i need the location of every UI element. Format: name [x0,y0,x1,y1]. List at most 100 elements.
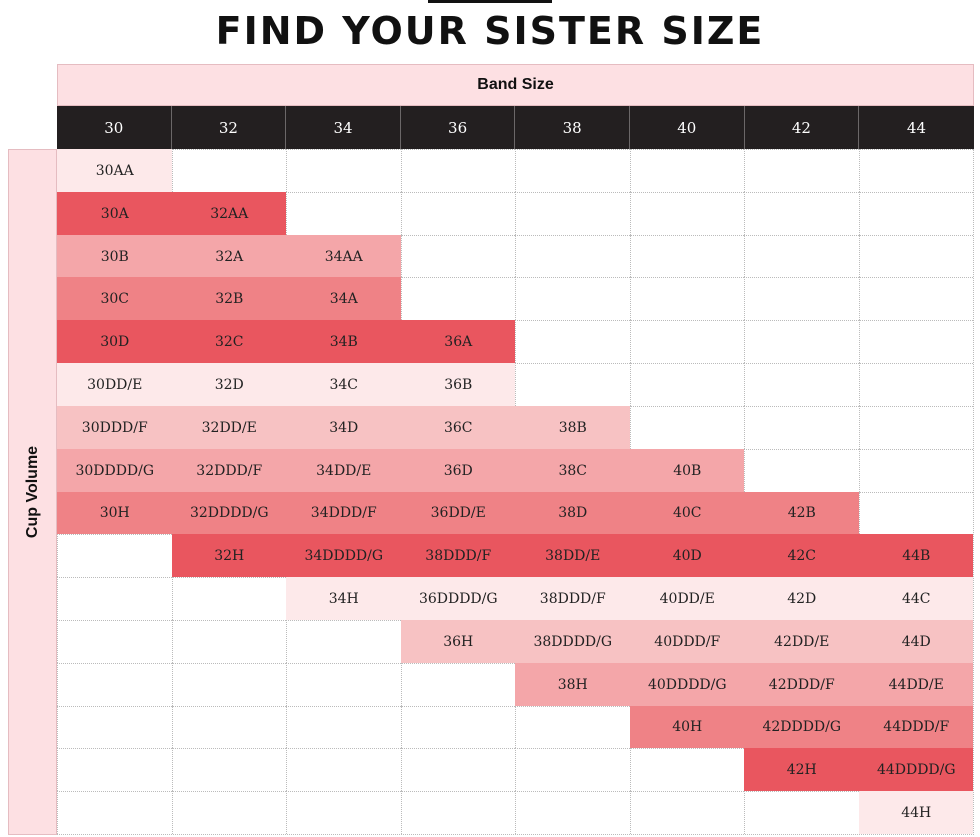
size-cell: 44DD/E [858,662,973,706]
empty-cell [515,748,630,792]
empty-cell [858,491,973,535]
empty-cell [858,405,973,449]
size-cell: 42DD/E [744,619,859,663]
empty-cell [57,534,172,578]
size-cell: 38H [515,662,630,706]
size-cell: 32AA [171,191,286,235]
band-size-30: 30 [57,106,172,149]
size-cell: 30DD/E [57,363,172,406]
empty-cell [57,662,172,706]
size-cell: 34B [286,320,401,364]
empty-cell [858,191,973,235]
size-cell: 32DDDD/G [171,491,286,535]
empty-cell [171,577,286,620]
size-cell: 34C [286,363,401,406]
empty-cell [171,662,286,706]
size-cell: 32H [171,534,286,578]
empty-cell [171,791,286,834]
size-cell: 38C [515,448,630,492]
size-cell: 34AA [286,234,401,278]
size-cell: 34A [286,277,401,321]
size-cell: 36C [400,405,515,449]
empty-cell [744,363,859,406]
size-cell: 44C [858,577,973,620]
band-size-34: 34 [286,106,401,149]
empty-cell [629,191,744,235]
size-cell: 38DD/E [515,534,630,578]
empty-cell [515,363,630,406]
size-cell: 32A [171,234,286,278]
empty-cell [400,748,515,792]
empty-cell [744,791,859,834]
empty-cell [629,363,744,406]
size-cell: 40H [629,705,744,749]
title-rule [428,0,552,3]
empty-cell [744,277,859,321]
size-cell: 38B [515,405,630,449]
sister-size-grid: 30AA 30A 32AA 30B 32A 34AA 30C 32B 34A 30D 32C 34B 3… [57,149,974,835]
size-cell: 30DDD/F [57,405,172,449]
size-cell: 40D [629,534,744,578]
empty-cell [744,448,859,492]
size-cell: 36D [400,448,515,492]
size-cell: 38DDD/F [515,577,630,620]
size-cell: 38D [515,491,630,535]
size-cell: 42B [744,491,859,535]
empty-cell [171,149,286,192]
cup-volume-header: Cup Volume [8,149,57,835]
empty-cell [629,748,744,792]
empty-cell [744,320,859,364]
size-cell: 34DD/E [286,448,401,492]
empty-cell [400,705,515,749]
size-cell: 34H [286,577,401,620]
empty-cell [744,149,859,192]
empty-cell [515,277,630,321]
size-cell: 34DDDD/G [286,534,401,578]
band-size-44: 44 [906,118,926,137]
size-cell: 30B [57,234,172,278]
size-cell: 42H [744,748,859,792]
band-size-36: 36 [401,106,516,149]
size-cell: 36B [400,363,515,406]
empty-cell [858,320,973,364]
band-size-row: 30 32 34 36 38 40 42 44 [57,106,974,149]
empty-cell [629,405,744,449]
band-size-label: Band Size [477,76,554,93]
empty-cell [858,149,973,192]
page-title: FIND YOUR SISTER SIZE [215,9,765,53]
size-cell: 36DDDD/G [400,577,515,620]
empty-cell [744,234,859,278]
size-cell: 40DD/E [629,577,744,620]
size-cell: 32D [171,363,286,406]
size-cell: 30D [57,320,172,364]
empty-cell [515,705,630,749]
size-cell: 32B [171,277,286,321]
empty-cell [57,705,172,749]
empty-cell [57,748,172,792]
empty-cell [858,363,973,406]
empty-cell [286,662,401,706]
size-cell: 42DDDD/G [744,705,859,749]
empty-cell [57,619,172,663]
empty-cell [629,277,744,321]
size-cell: 44D [858,619,973,663]
band-size-header: Band Size [57,64,974,106]
size-cell: 42D [744,577,859,620]
empty-cell [286,619,401,663]
empty-cell [400,791,515,834]
empty-cell [858,277,973,321]
empty-cell [400,191,515,235]
size-cell: 30H [57,491,172,535]
empty-cell [286,748,401,792]
size-cell: 40C [629,491,744,535]
band-size-38: 38 [515,106,630,149]
empty-cell [858,234,973,278]
empty-cell [286,791,401,834]
size-cell: 40DDD/F [629,619,744,663]
empty-cell [400,234,515,278]
band-size-40: 40 [630,106,745,149]
empty-cell [57,577,172,620]
empty-cell [629,791,744,834]
size-cell: 34D [286,405,401,449]
empty-cell [629,320,744,364]
